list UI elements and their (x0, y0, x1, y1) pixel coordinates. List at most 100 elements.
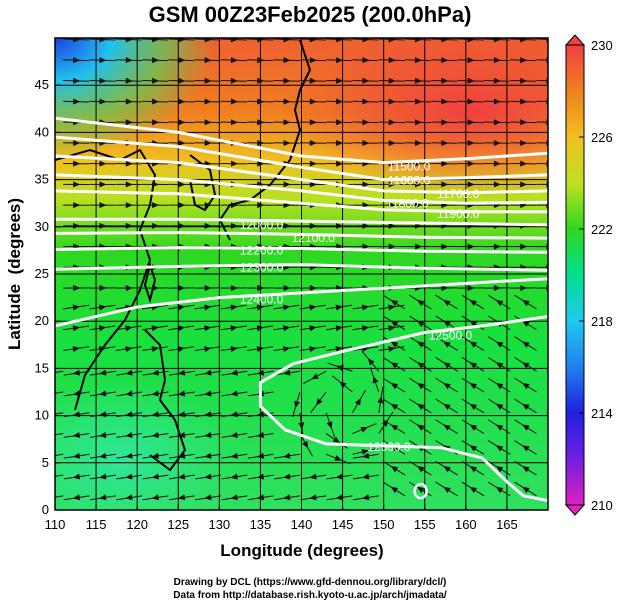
streamline (115, 181, 142, 188)
streamline (142, 346, 168, 353)
streamline (352, 38, 379, 43)
streamline (168, 119, 195, 126)
arrowhead-icon (177, 390, 186, 397)
arrowhead-icon (467, 57, 475, 64)
arrowhead-icon (362, 57, 370, 64)
contour-label: 11600.0 (388, 174, 431, 188)
streamline (299, 346, 326, 353)
contour-label: 12100.0 (292, 231, 336, 245)
streamline (273, 346, 300, 353)
streamline (63, 57, 90, 64)
streamline (326, 346, 352, 353)
arrowhead-icon (334, 455, 342, 461)
arrowhead-icon (177, 452, 186, 459)
streamline (352, 447, 378, 455)
arrowhead-icon (388, 57, 396, 64)
arrowhead-icon (230, 325, 238, 332)
arrowhead-icon (443, 341, 451, 348)
arrowhead-icon (335, 325, 343, 332)
streamline (487, 294, 511, 310)
streamline (195, 473, 222, 480)
streamline (63, 285, 90, 292)
streamline (352, 202, 379, 209)
streamline (514, 336, 537, 351)
arrowhead-icon (388, 181, 396, 188)
arrowhead-icon (362, 98, 370, 105)
arrowhead-icon (415, 243, 423, 250)
arrowhead-icon (443, 466, 451, 473)
arrowhead-icon (283, 346, 291, 353)
streamline (115, 38, 142, 43)
streamline (431, 38, 458, 43)
arrowhead-icon (520, 181, 528, 188)
arrowhead-icon (493, 160, 501, 167)
streamline (247, 285, 274, 292)
streamline (325, 453, 351, 465)
streamline (431, 57, 458, 64)
arrowhead-icon (256, 494, 265, 501)
arrowhead-icon (309, 222, 317, 229)
arrowhead-icon (361, 304, 370, 311)
arrowhead-icon (46, 494, 53, 500)
arrowhead-icon (311, 373, 319, 380)
streamline (405, 119, 432, 126)
streamline (352, 181, 379, 188)
contour-label: 12400.0 (240, 293, 284, 307)
arrowhead-icon (125, 452, 133, 459)
streamline (409, 294, 432, 310)
streamline (299, 181, 326, 188)
arrowhead-icon (73, 139, 81, 146)
streamline (195, 411, 222, 418)
streamline (487, 460, 511, 476)
arrowhead-icon (151, 57, 160, 64)
streamline (247, 346, 274, 353)
contour-line (55, 154, 548, 195)
streamline (382, 294, 406, 310)
contour-line (55, 189, 548, 214)
x-tick-label: 165 (496, 517, 518, 532)
streamline (142, 119, 169, 126)
streamline (299, 325, 326, 332)
streamline (115, 160, 142, 167)
streamline (168, 38, 195, 43)
arrowhead-icon (335, 346, 343, 353)
streamline-segment (55, 474, 64, 477)
arrowhead-icon (520, 38, 528, 43)
y-tick-label: 0 (42, 502, 49, 517)
arrowhead-icon (152, 285, 160, 292)
streamline-segment (55, 495, 64, 498)
streamline (457, 243, 484, 250)
streamline (457, 77, 484, 84)
arrowhead-icon (256, 432, 265, 438)
streamline (63, 304, 90, 311)
streamline (510, 38, 537, 43)
arrowhead-icon (204, 119, 212, 126)
arrowhead-icon (493, 181, 501, 188)
arrowhead-icon (469, 445, 478, 452)
streamline (89, 98, 116, 105)
arrowhead-icon (177, 432, 186, 438)
streamline (435, 336, 458, 351)
coast-taiwan (143, 261, 157, 304)
arrowhead-icon (151, 494, 159, 501)
arrowhead-icon (230, 285, 238, 292)
arrowhead-icon (493, 57, 501, 64)
streamline (326, 57, 353, 64)
streamline (116, 432, 143, 438)
streamline (220, 160, 247, 167)
arrowhead-icon (125, 494, 133, 501)
x-tick-label: 125 (167, 517, 189, 532)
streamline (361, 351, 380, 372)
colorbar-max-triangle (564, 34, 586, 46)
streamline (63, 494, 90, 501)
streamline (247, 119, 274, 126)
streamline (487, 377, 511, 393)
streamline (273, 57, 300, 64)
arrowhead-icon (230, 119, 238, 126)
contour-line (55, 231, 548, 240)
arrowhead-icon (469, 299, 478, 307)
arrowhead-icon (469, 424, 478, 431)
arrowhead-icon (125, 473, 133, 480)
streamline (63, 390, 90, 397)
arrowhead-icon (256, 346, 265, 353)
